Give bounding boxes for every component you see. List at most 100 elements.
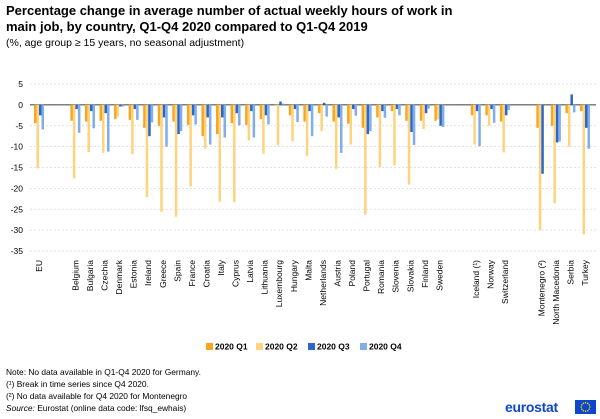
bar xyxy=(148,104,151,137)
bar xyxy=(364,104,367,215)
bar xyxy=(366,104,370,135)
eurostat-logo: eurostat xyxy=(505,399,597,415)
category-label: Hungary xyxy=(289,259,299,292)
category-label: Denmark xyxy=(114,259,124,294)
bar xyxy=(274,104,277,106)
bar xyxy=(247,104,251,141)
category-label: Latvia xyxy=(245,260,255,283)
bar xyxy=(541,104,544,174)
bar xyxy=(70,104,73,121)
category-label: Cyprus xyxy=(231,260,241,287)
bar xyxy=(87,104,90,153)
bar xyxy=(580,104,583,112)
bar xyxy=(160,104,163,212)
category-label: Belgium xyxy=(70,260,80,291)
category-label: France xyxy=(187,260,197,287)
bar xyxy=(131,104,134,155)
bar xyxy=(245,104,248,125)
source-note: Source: Eurostat (online data code: lfsq… xyxy=(6,402,426,414)
category-label: Ireland xyxy=(143,260,153,286)
category-label: Portugal xyxy=(362,260,372,292)
y-tick-label: -35 xyxy=(11,246,24,256)
flag-star xyxy=(581,408,583,410)
flag-star xyxy=(581,404,583,406)
bar xyxy=(499,104,503,122)
bar xyxy=(487,104,491,126)
flag-star xyxy=(588,408,590,410)
bar xyxy=(174,104,178,217)
bar xyxy=(201,104,204,137)
bar xyxy=(233,104,236,203)
category-label: Slovenia xyxy=(391,260,401,293)
note-germany: Note: No data available in Q1-Q4 2020 fo… xyxy=(6,367,201,377)
category-label: Montenegro (²) xyxy=(536,260,546,316)
bar xyxy=(325,104,328,117)
bar xyxy=(422,104,425,130)
bar xyxy=(288,104,292,116)
bar xyxy=(89,104,93,112)
bar xyxy=(349,104,353,145)
note-montenegro: (²) No data available for Q4 2020 for Mo… xyxy=(6,391,188,401)
bar xyxy=(332,104,335,122)
bar xyxy=(104,104,108,114)
bar xyxy=(502,104,505,153)
y-tick-label: -20 xyxy=(11,183,24,193)
bar xyxy=(507,104,510,110)
legend-label: 2020 Q3 xyxy=(317,342,350,352)
bar xyxy=(145,104,149,198)
category-label: Austria xyxy=(332,260,342,287)
bar xyxy=(390,104,394,112)
bar xyxy=(252,104,256,138)
bar xyxy=(550,104,554,126)
bars xyxy=(34,94,590,235)
category-label: Italy xyxy=(216,259,226,275)
bar xyxy=(478,104,481,147)
bar xyxy=(203,104,207,149)
bar xyxy=(492,104,496,123)
bar xyxy=(157,104,161,126)
bar xyxy=(191,104,195,116)
bar xyxy=(99,104,103,121)
y-tick-label: -15 xyxy=(11,163,24,173)
bar xyxy=(264,104,268,116)
chart-title: Percentage change in average number of a… xyxy=(6,3,453,34)
bar xyxy=(567,104,571,147)
bar xyxy=(84,104,88,122)
category-label: Czechia xyxy=(100,260,110,291)
flag-star xyxy=(582,409,585,412)
logo-text: eurostat xyxy=(505,399,558,415)
bar xyxy=(473,104,476,145)
source-text: Eurostat (online data code: lfsq_ewhais) xyxy=(37,403,187,413)
bar xyxy=(223,104,226,138)
bar xyxy=(77,104,81,133)
note-iceland: (¹) Break in time series since Q4 2020. xyxy=(6,379,149,389)
legend-swatch xyxy=(360,343,367,350)
category-label: Luxembourg xyxy=(274,260,284,308)
category-label: Estonia xyxy=(129,260,139,289)
bar xyxy=(92,104,95,129)
bar xyxy=(36,104,39,169)
category-label: EU xyxy=(34,260,44,272)
bar xyxy=(305,104,309,156)
bar xyxy=(555,104,559,143)
bar xyxy=(347,104,350,124)
bar xyxy=(475,104,479,112)
category-labels: EU Belgium Bulgaria Czechia Denmark Estonia Ir… xyxy=(34,259,590,324)
category-label: Slovakia xyxy=(405,260,415,292)
bar xyxy=(572,104,576,113)
bar xyxy=(293,104,297,110)
bar xyxy=(172,104,175,122)
bar xyxy=(179,104,183,132)
category-label: Poland xyxy=(347,260,357,287)
flag-star xyxy=(588,404,590,406)
bar xyxy=(587,104,590,149)
bar xyxy=(238,104,241,126)
bar xyxy=(407,104,411,185)
bar xyxy=(361,104,365,128)
bar xyxy=(136,104,139,120)
bar xyxy=(102,104,105,153)
flag-star xyxy=(586,409,589,412)
bar xyxy=(143,104,146,128)
y-tick-label: 5 xyxy=(18,79,23,89)
bar xyxy=(504,104,508,116)
